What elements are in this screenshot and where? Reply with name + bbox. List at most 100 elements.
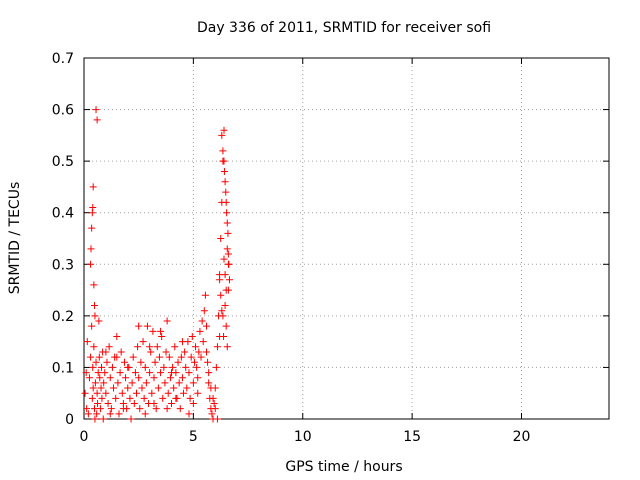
data-point: [222, 322, 230, 330]
data-point: [170, 384, 178, 392]
data-point: [102, 389, 110, 397]
data-point: [197, 353, 205, 361]
data-point: [194, 389, 202, 397]
data-point: [117, 348, 125, 356]
data-point: [91, 405, 98, 413]
data-point: [97, 384, 105, 392]
x-axis-label: GPS time / hours: [285, 459, 402, 475]
data-point: [192, 343, 200, 351]
data-point: [98, 394, 106, 402]
data-point: [115, 410, 123, 418]
x-tick-label: 5: [189, 429, 198, 445]
y-tick-label: 0.7: [52, 51, 74, 67]
data-point: [150, 400, 158, 408]
data-point: [104, 400, 112, 408]
data-point: [209, 394, 217, 402]
data-point: [205, 379, 213, 387]
data-point: [224, 229, 232, 237]
data-point: [221, 178, 229, 186]
data-point: [196, 327, 204, 335]
data-point: [168, 400, 175, 408]
y-tick-label: 0.1: [52, 360, 74, 376]
data-point: [155, 353, 163, 361]
data-point: [88, 394, 96, 402]
data-point: [151, 358, 159, 366]
data-point: [93, 389, 101, 397]
data-point: [91, 415, 99, 423]
data-point: [91, 302, 98, 310]
y-axis-label: SRMTID / TECUs: [7, 182, 23, 295]
data-point: [220, 167, 228, 175]
data-point: [216, 332, 224, 340]
data-point: [213, 415, 221, 423]
data-point: [152, 405, 160, 413]
data-point: [177, 353, 185, 361]
data-point: [190, 358, 198, 366]
data-point: [154, 384, 162, 392]
data-point: [147, 348, 155, 356]
data-point: [204, 358, 212, 366]
data-point: [193, 363, 201, 371]
data-point: [106, 410, 114, 418]
data-point: [89, 363, 97, 371]
data-point: [176, 405, 184, 413]
data-point: [90, 343, 98, 351]
data-point: [221, 302, 229, 310]
data-point: [92, 106, 100, 114]
data-point: [163, 317, 171, 325]
x-tick-label: 20: [513, 429, 531, 445]
data-points: [81, 106, 233, 423]
data-point: [107, 405, 115, 413]
data-point: [201, 291, 209, 299]
data-point: [136, 405, 144, 413]
data-point: [88, 322, 96, 330]
data-point: [119, 405, 127, 413]
y-tick-label: 0: [65, 412, 74, 428]
data-point: [138, 384, 146, 392]
data-point: [199, 338, 207, 346]
data-point: [216, 276, 224, 284]
data-point: [81, 389, 89, 397]
data-point: [116, 369, 124, 377]
data-point: [175, 379, 183, 387]
data-point: [185, 410, 193, 418]
data-point: [157, 369, 165, 377]
data-point: [172, 394, 180, 402]
data-point: [100, 379, 108, 387]
data-point: [174, 358, 182, 366]
data-point: [108, 363, 116, 371]
data-point: [134, 343, 142, 351]
data-point: [146, 343, 154, 351]
data-point: [87, 353, 95, 361]
data-point: [89, 183, 97, 191]
y-tick-label: 0.5: [52, 154, 74, 170]
data-point: [211, 405, 219, 413]
data-point: [135, 374, 143, 382]
data-point: [220, 126, 228, 134]
data-point: [225, 276, 233, 284]
data-point: [90, 281, 98, 289]
data-point: [101, 369, 109, 377]
y-tick-label: 0.4: [52, 206, 74, 222]
data-point: [112, 394, 120, 402]
data-point: [203, 348, 210, 356]
data-point: [94, 400, 102, 408]
data-point: [140, 394, 148, 402]
data-point: [189, 379, 197, 387]
data-point: [213, 343, 221, 351]
data-point: [164, 389, 172, 397]
data-point: [186, 394, 194, 402]
data-point: [169, 363, 177, 371]
data-point: [128, 379, 136, 387]
data-point: [217, 235, 225, 242]
plot-frame: [83, 57, 610, 420]
y-tick-label: 0.2: [52, 309, 74, 325]
data-point: [122, 374, 130, 382]
data-point: [88, 224, 96, 232]
data-point: [222, 286, 230, 294]
data-point: [218, 307, 226, 315]
data-point: [171, 343, 179, 351]
data-point: [181, 348, 189, 356]
data-point: [141, 363, 149, 371]
data-point: [102, 348, 110, 356]
